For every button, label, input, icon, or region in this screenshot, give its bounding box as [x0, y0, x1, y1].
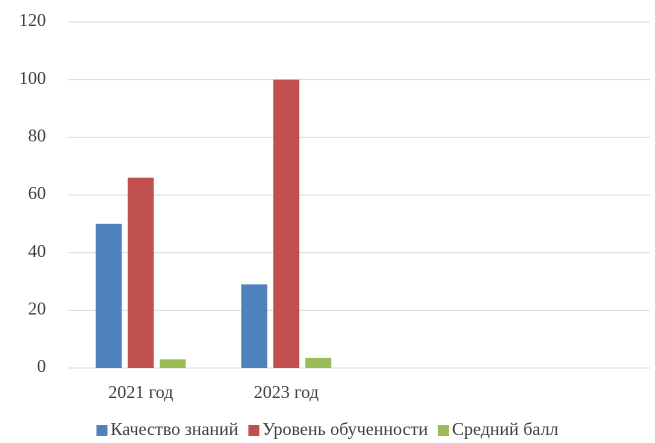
- y-tick-label: 0: [37, 356, 46, 376]
- y-tick-label: 20: [28, 298, 46, 318]
- bar: [159, 359, 186, 368]
- bar: [127, 177, 154, 368]
- legend-label: Качество знаний: [110, 419, 238, 439]
- bar: [241, 284, 268, 368]
- legend-swatch: [437, 425, 449, 436]
- y-tick-label: 80: [28, 125, 46, 145]
- bar: [95, 223, 122, 368]
- legend-swatch: [248, 425, 260, 436]
- legend-label: Средний балл: [452, 419, 559, 439]
- y-tick-label: 60: [28, 183, 46, 203]
- bar: [273, 79, 300, 369]
- y-tick-label: 100: [19, 68, 46, 88]
- x-tick-label: 2021 год: [108, 382, 173, 402]
- x-tick-label: 2023 год: [254, 382, 319, 402]
- bar: [305, 357, 332, 368]
- y-tick-label: 120: [19, 10, 46, 30]
- legend-label: Уровень обученности: [262, 419, 428, 439]
- legend-swatch: [96, 425, 108, 436]
- y-tick-label: 40: [28, 241, 46, 261]
